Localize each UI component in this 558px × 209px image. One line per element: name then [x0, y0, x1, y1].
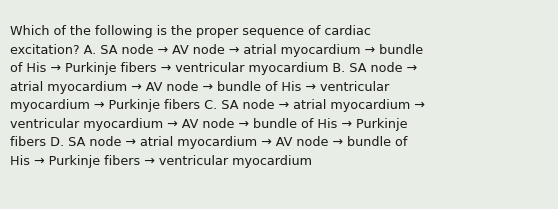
Text: Which of the following is the proper sequence of cardiac
excitation? A. SA node : Which of the following is the proper seq… — [10, 25, 425, 168]
